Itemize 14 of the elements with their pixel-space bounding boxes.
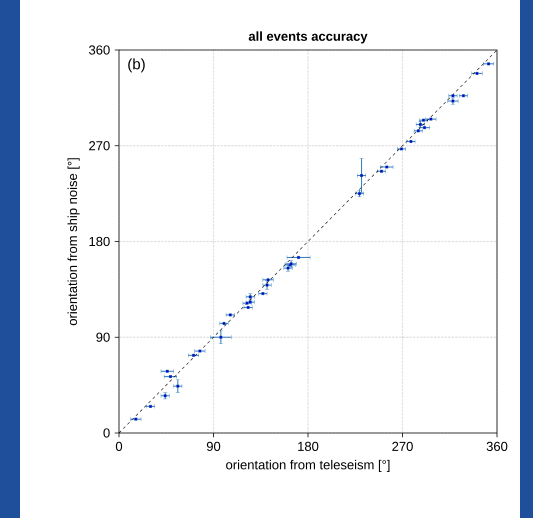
- x-tick-label: 360: [486, 442, 508, 451]
- x-tick-label: 180: [298, 442, 318, 451]
- x-tick-label: 0: [116, 442, 122, 451]
- annotation: (b): [128, 58, 145, 72]
- y-axis-title: orientation from ship noise [°]: [68, 158, 80, 326]
- y-tick-label: 90: [96, 332, 110, 342]
- y-tick-label: 270: [89, 141, 110, 150]
- x-axis-title: orientation from teleseism [°]: [226, 460, 390, 472]
- x-tick-label: 90: [206, 442, 220, 451]
- x-tick-label: 270: [392, 442, 413, 451]
- chart-title: all events accuracy: [248, 31, 368, 44]
- y-tick-label: 0: [103, 428, 110, 438]
- y-tick-label: 180: [90, 236, 110, 246]
- y-tick-label: 360: [89, 45, 110, 55]
